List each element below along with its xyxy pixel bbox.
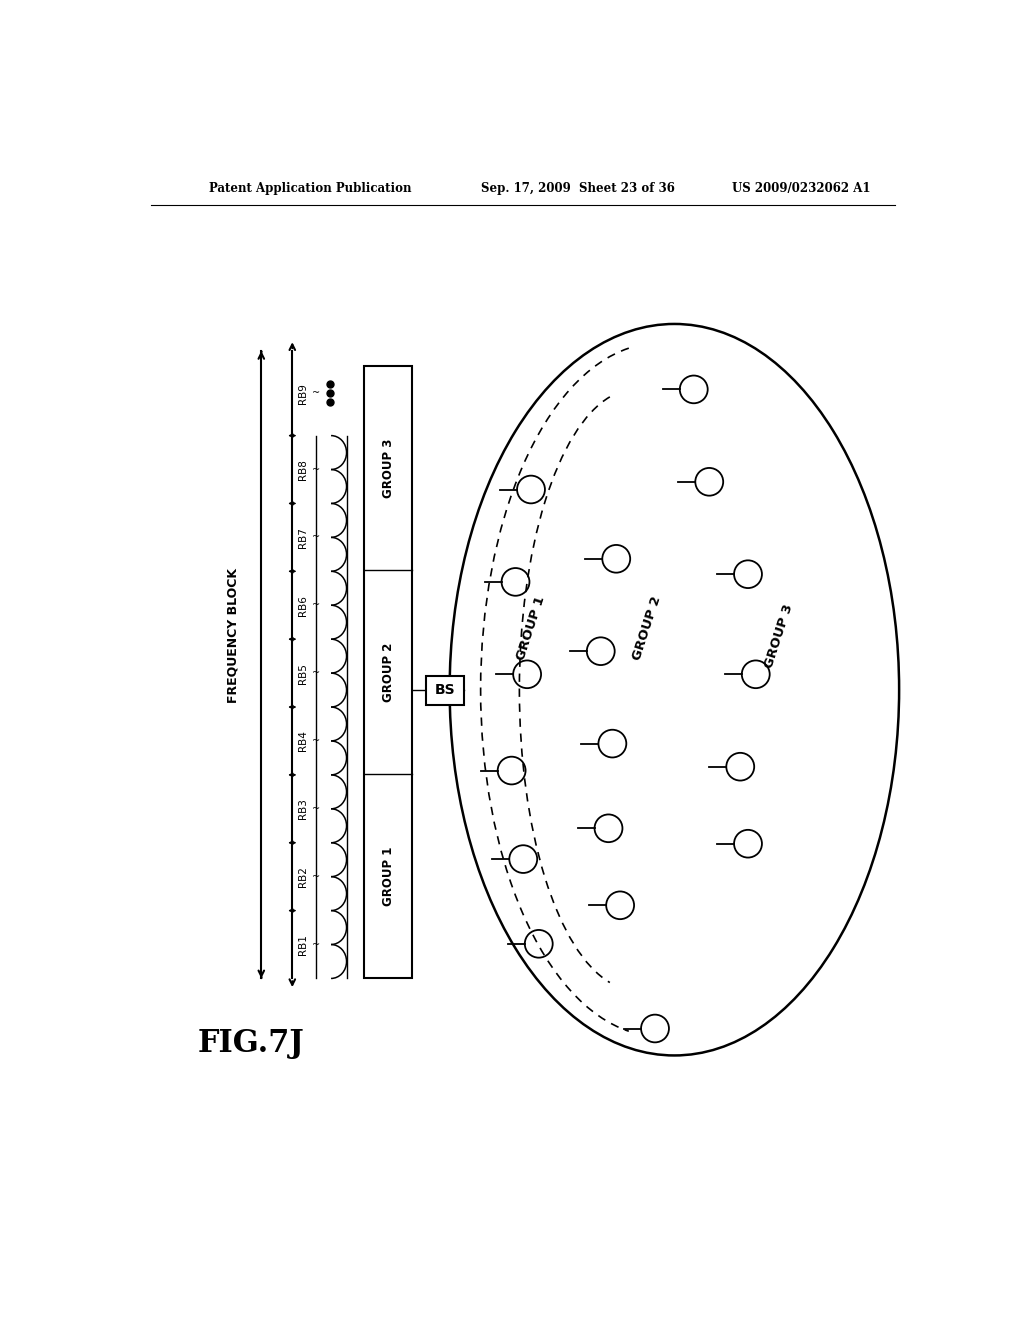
- Text: RB1: RB1: [298, 935, 308, 954]
- Text: GROUP 1: GROUP 1: [514, 594, 548, 661]
- Text: RB6: RB6: [298, 595, 308, 615]
- Text: GROUP 3: GROUP 3: [382, 438, 395, 498]
- Ellipse shape: [450, 323, 899, 1056]
- Text: US 2009/0232062 A1: US 2009/0232062 A1: [732, 182, 871, 194]
- Text: GROUP 3: GROUP 3: [763, 602, 796, 669]
- Text: FIG.7J: FIG.7J: [198, 1028, 304, 1059]
- Text: GROUP 1: GROUP 1: [382, 846, 395, 906]
- Text: RB4: RB4: [298, 730, 308, 751]
- Text: ~: ~: [311, 601, 319, 610]
- Text: ~: ~: [311, 388, 319, 399]
- Text: Sep. 17, 2009  Sheet 23 of 36: Sep. 17, 2009 Sheet 23 of 36: [480, 182, 675, 194]
- Text: RB2: RB2: [298, 866, 308, 887]
- Text: ~: ~: [311, 804, 319, 814]
- Text: ~: ~: [311, 940, 319, 949]
- Text: GROUP 2: GROUP 2: [631, 594, 664, 661]
- Text: ~: ~: [311, 737, 319, 746]
- Text: RB5: RB5: [298, 663, 308, 684]
- Text: ~: ~: [311, 532, 319, 543]
- Text: Patent Application Publication: Patent Application Publication: [209, 182, 412, 194]
- Text: RB8: RB8: [298, 459, 308, 480]
- Text: BS: BS: [434, 684, 456, 697]
- Text: RB7: RB7: [298, 527, 308, 548]
- Text: ~: ~: [311, 871, 319, 882]
- Text: GROUP 2: GROUP 2: [382, 643, 395, 702]
- Text: ~: ~: [311, 465, 319, 474]
- Text: RB9: RB9: [298, 383, 308, 404]
- Text: RB3: RB3: [298, 799, 308, 820]
- Bar: [426, 676, 464, 705]
- Text: ~: ~: [311, 668, 319, 678]
- Bar: [365, 367, 413, 978]
- Text: FREQUENCY BLOCK: FREQUENCY BLOCK: [226, 569, 240, 704]
